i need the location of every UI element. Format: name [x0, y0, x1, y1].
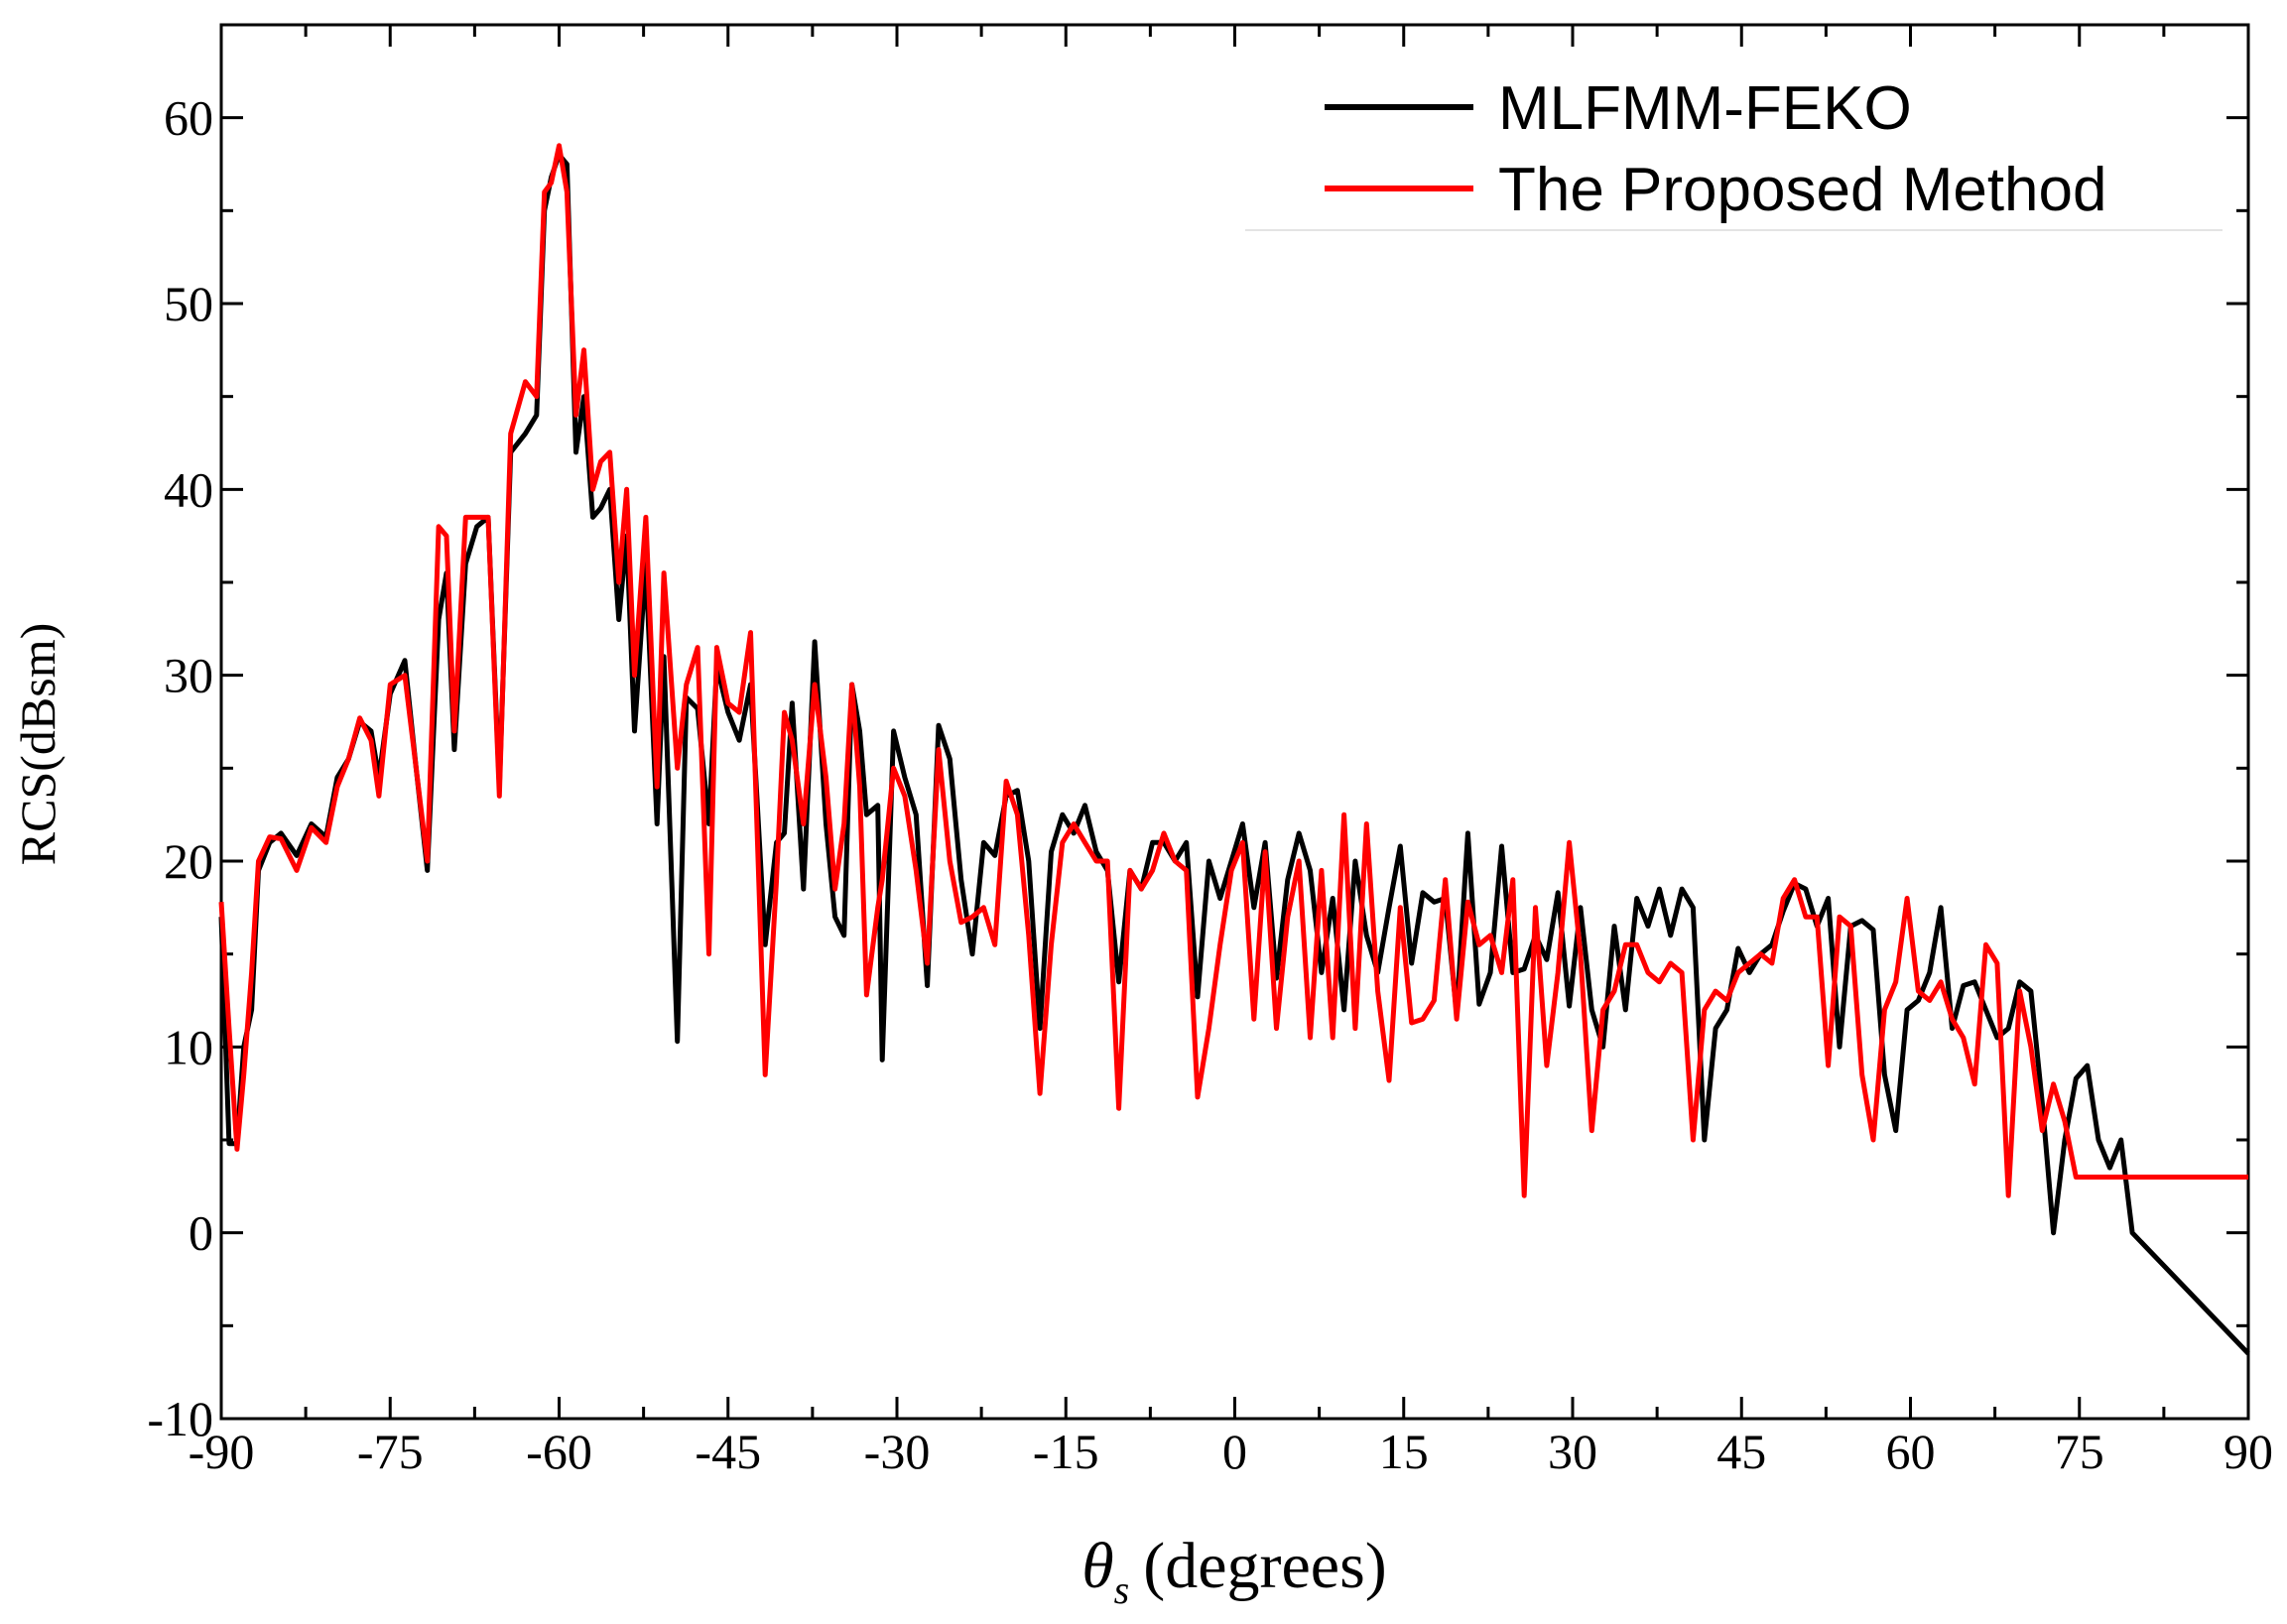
axis-ticks — [219, 25, 2250, 1421]
y-tick-label: 30 — [164, 648, 213, 703]
x-tick-label: 90 — [2223, 1424, 2273, 1479]
legend: MLFMM-FEKO The Proposed Method — [1245, 74, 2223, 231]
x-tick-label: 45 — [1716, 1424, 1766, 1479]
x-tick-label: 30 — [1548, 1424, 1597, 1479]
y-tick-label: 10 — [164, 1019, 213, 1074]
x-tick-label: -60 — [526, 1424, 592, 1479]
x-axis-title: θs (degrees) — [1081, 1530, 1387, 1612]
y-tick-label: 60 — [164, 90, 213, 146]
y-tick-label: 50 — [164, 276, 213, 331]
legend-label-mlfmm-feko: MLFMM-FEKO — [1498, 74, 1912, 143]
y-axis-title: RCS(dBsm) — [10, 623, 65, 866]
y-tick-label: 20 — [164, 833, 213, 889]
x-tick-label: -30 — [864, 1424, 931, 1479]
plot-frame — [219, 23, 2250, 1421]
x-tick-label: -15 — [1033, 1424, 1099, 1479]
legend-label-proposed-method: The Proposed Method — [1498, 156, 2107, 224]
x-axis-symbol: θ — [1081, 1530, 1113, 1602]
y-tick-label: -10 — [147, 1391, 213, 1446]
x-tick-label: -45 — [695, 1424, 761, 1479]
y-tick-labels: -10 0 10 20 30 40 50 60 — [147, 90, 213, 1446]
series-line-proposed-method — [218, 143, 2248, 1198]
x-tick-label: 15 — [1379, 1424, 1429, 1479]
x-tick-label: -75 — [357, 1424, 424, 1479]
x-axis-unit: (degrees) — [1143, 1530, 1387, 1602]
x-tick-labels: -90 -75 -60 -45 -30 -15 0 15 30 45 60 75 90 — [189, 1424, 2273, 1479]
x-tick-label: 60 — [1886, 1424, 1936, 1479]
series-lines — [218, 143, 2250, 1356]
y-tick-label: 0 — [189, 1205, 213, 1261]
x-tick-label: -90 — [189, 1424, 255, 1479]
x-tick-label: 0 — [1222, 1424, 1247, 1479]
x-axis-subscript: s — [1114, 1567, 1130, 1612]
y-tick-label: 40 — [164, 461, 213, 517]
x-tick-label: 75 — [2055, 1424, 2104, 1479]
